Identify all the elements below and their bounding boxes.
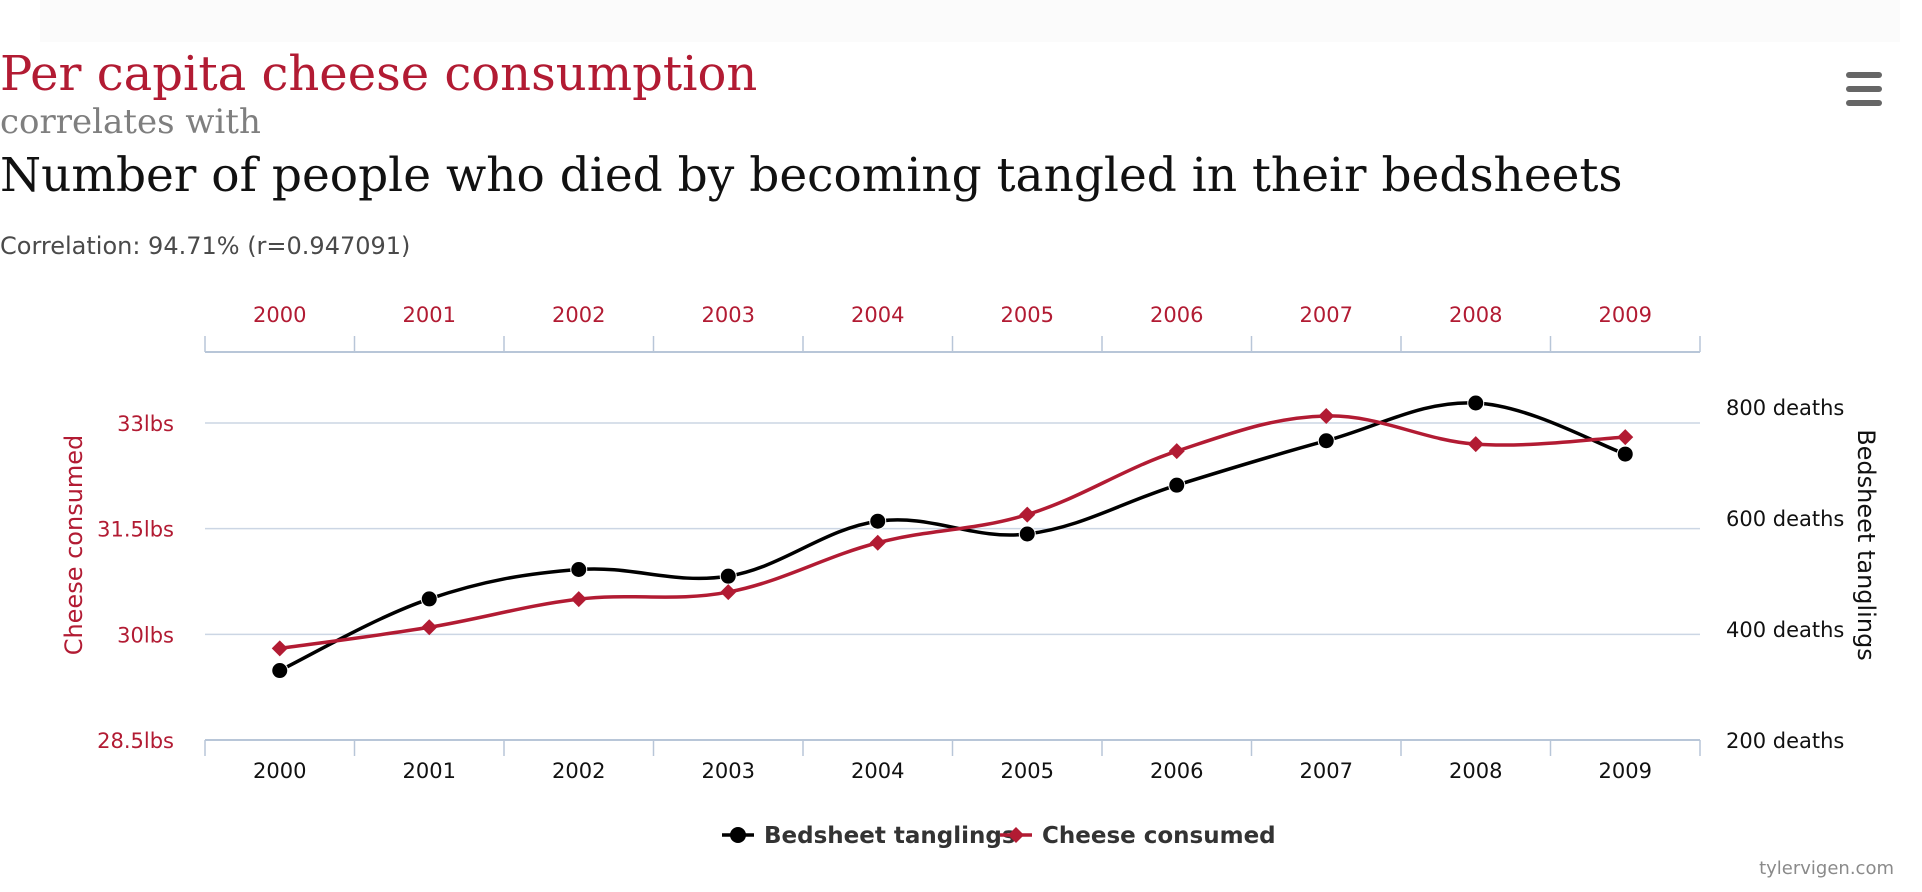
top-band [40,0,1900,42]
data-point-bedsheet-tanglings [869,512,887,530]
chart-title: Per capita cheese consumption [0,46,758,102]
x-tick-label-top: 2007 [1300,303,1353,327]
x-tick-label-bottom: 2008 [1449,759,1502,783]
data-point-cheese-consumed [720,584,737,601]
data-point-bedsheet-tanglings [1168,476,1186,494]
series-line-bedsheet-tanglings [278,401,1626,673]
data-point-bedsheet-tanglings [1467,394,1485,412]
x-tick-label-bottom: 2000 [253,759,306,783]
data-point-cheese-consumed [421,619,438,636]
hamburger-menu-icon[interactable] [1846,72,1882,106]
data-point-bedsheet-tanglings [1616,445,1634,463]
x-tick-label-bottom: 2003 [702,759,755,783]
data-point-cheese-consumed [271,640,288,657]
data-point-cheese-consumed [869,534,886,551]
data-point-bedsheet-tanglings [1018,525,1036,543]
legend-marker-bedsheet-tanglings [730,827,746,843]
legend-label-cheese-consumed[interactable]: Cheese consumed [1042,823,1276,849]
chart-subtitle: Number of people who died by becoming ta… [0,148,1623,203]
x-tick-label-top: 2008 [1449,303,1502,327]
x-tick-label-top: 2001 [403,303,456,327]
y-right-tick-label: 200 deaths [1726,729,1844,753]
data-point-cheese-consumed [1019,506,1036,523]
y-right-tick-label: 800 deaths [1726,396,1844,420]
x-tick-label-top: 2003 [702,303,755,327]
data-point-bedsheet-tanglings [719,567,737,585]
x-tick-label-bottom: 2006 [1150,759,1203,783]
chart-connector: correlates with [0,102,261,142]
correlation-text: Correlation: 94.71% (r=0.947091) [0,232,411,260]
data-point-cheese-consumed [1318,407,1335,424]
y-left-tick-label: 28.5lbs [97,729,174,753]
data-point-bedsheet-tanglings [271,662,289,680]
x-tick-label-bottom: 2002 [552,759,605,783]
legend-label-bedsheet-tanglings[interactable]: Bedsheet tanglings [764,823,1016,849]
x-tick-label-top: 2002 [552,303,605,327]
x-tick-label-top: 2000 [253,303,306,327]
series-line-cheese-consumed [279,414,1626,651]
y-left-axis-title: Cheese consumed [60,435,88,656]
x-tick-label-top: 2009 [1599,303,1652,327]
data-point-bedsheet-tanglings [420,590,438,608]
x-tick-label-bottom: 2007 [1300,759,1353,783]
data-point-bedsheet-tanglings [1317,432,1335,450]
y-left-tick-label: 30lbs [117,623,174,647]
legend-marker-cheese-consumed [1008,827,1024,843]
x-tick-label-top: 2006 [1150,303,1203,327]
y-left-tick-label: 33lbs [117,412,174,436]
x-tick-label-top: 2004 [851,303,904,327]
data-point-cheese-consumed [1617,429,1634,446]
y-right-tick-label: 600 deaths [1726,507,1844,531]
y-right-axis-title: Bedsheet tanglings [1852,429,1880,661]
x-tick-label-top: 2005 [1001,303,1054,327]
data-point-cheese-consumed [1467,436,1484,453]
y-right-tick-label: 400 deaths [1726,618,1844,642]
x-tick-label-bottom: 2004 [851,759,904,783]
x-tick-label-bottom: 2005 [1001,759,1054,783]
data-point-cheese-consumed [570,591,587,608]
data-point-bedsheet-tanglings [570,561,588,579]
x-tick-label-bottom: 2009 [1599,759,1652,783]
y-left-tick-label: 31.5lbs [97,518,174,542]
data-point-cheese-consumed [1168,443,1185,460]
x-tick-label-bottom: 2001 [403,759,456,783]
watermark: tylervigen.com [1759,858,1894,879]
